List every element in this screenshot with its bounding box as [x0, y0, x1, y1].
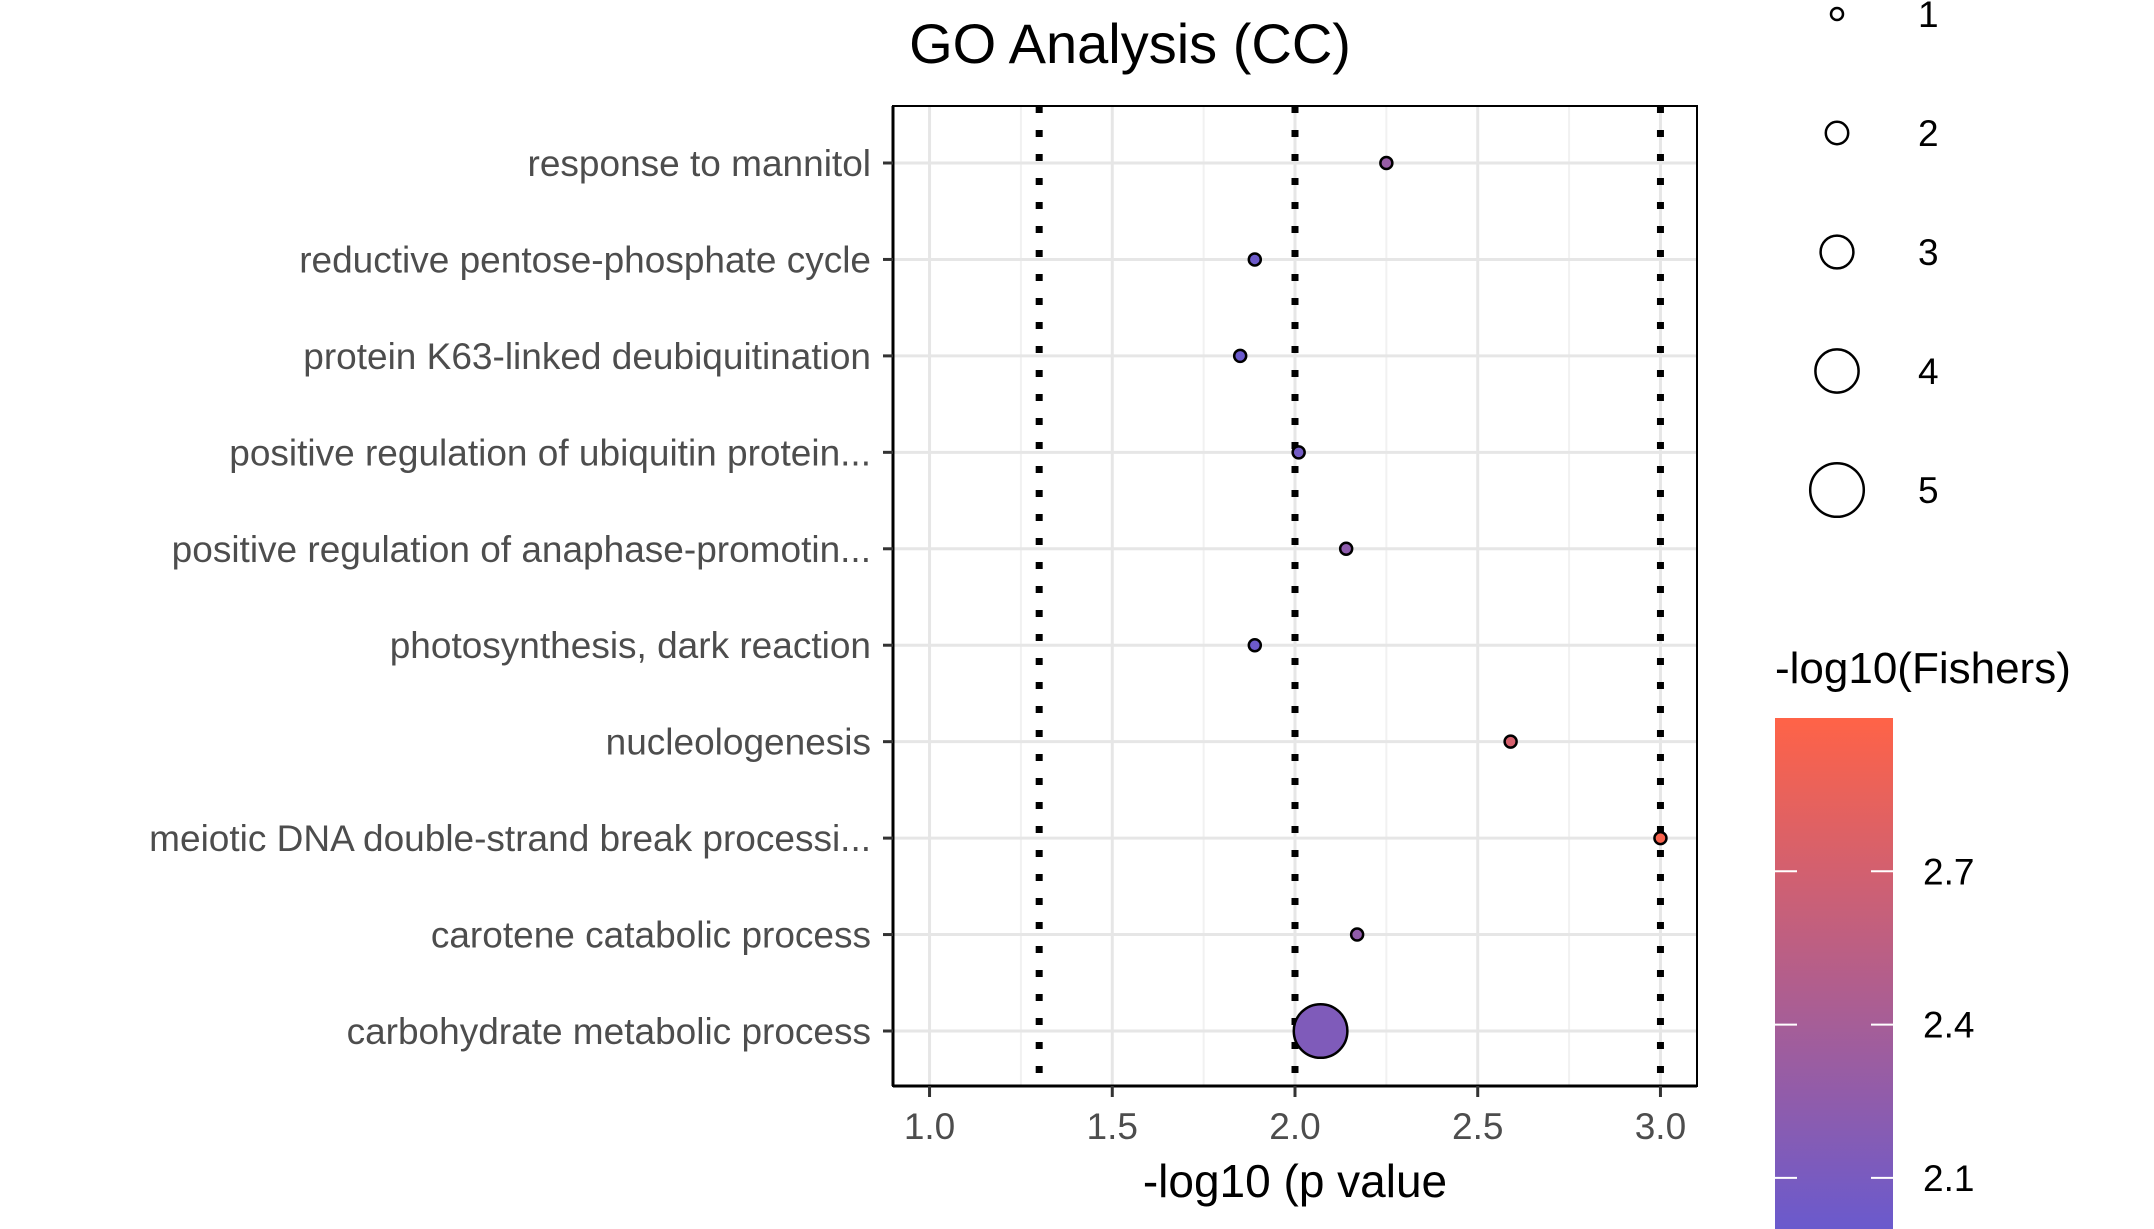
color-bar	[1775, 718, 1893, 1229]
x-axis-ticks: 1.0 1.5 2.0 2.5 3.0	[904, 1086, 1686, 1147]
data-point	[1247, 637, 1263, 653]
y-tick-label: photosynthesis, dark reaction	[390, 625, 871, 666]
data-point	[1338, 541, 1354, 557]
data-points	[1232, 155, 1668, 1060]
y-tick-label: protein K63-linked deubiquitination	[303, 336, 871, 377]
y-tick-label: carotene catabolic process	[431, 915, 871, 956]
x-tick-label: 3.0	[1635, 1106, 1686, 1147]
color-legend: -log10(Fishers) 2.1 2.4 2.7	[1775, 644, 2071, 1229]
color-bar-tick-label: 2.1	[1923, 1158, 1974, 1199]
y-tick-label: response to mannitol	[528, 143, 871, 184]
color-bar-ticks: 2.1 2.4 2.7	[1775, 851, 1974, 1199]
size-legend-key	[1829, 6, 1845, 22]
chart-title: GO Analysis (CC)	[909, 12, 1351, 75]
x-tick-label: 2.0	[1269, 1106, 1320, 1147]
color-bar-tick-label: 2.4	[1923, 1005, 1974, 1046]
size-legend-key	[1814, 348, 1860, 394]
x-tick-label: 2.5	[1452, 1106, 1503, 1147]
x-tick-label: 1.0	[904, 1106, 955, 1147]
y-tick-label: positive regulation of anaphase-promotin…	[172, 529, 871, 570]
y-tick-label: meiotic DNA double-strand break processi…	[149, 818, 871, 859]
size-legend-label: 3	[1918, 232, 1939, 273]
data-point	[1349, 927, 1365, 942]
data-point	[1503, 734, 1518, 749]
y-tick-label: nucleologenesis	[606, 722, 871, 763]
y-axis-labels: response to mannitol reductive pentose-ph…	[149, 143, 893, 1052]
reference-lines	[1035, 106, 1664, 1086]
size-legend-label: 1	[1918, 0, 1939, 35]
size-legend-label: 2	[1918, 113, 1939, 154]
size-legend-key	[1808, 461, 1866, 519]
data-point	[1379, 155, 1394, 171]
size-legend-label: 5	[1918, 470, 1939, 511]
x-tick-label: 1.5	[1087, 1106, 1138, 1147]
data-point	[1247, 252, 1263, 267]
minor-gridlines	[1019, 106, 1571, 1086]
data-point	[1292, 1002, 1349, 1060]
plot-panel	[891, 105, 1698, 1088]
data-point	[1653, 830, 1668, 846]
x-axis-title: -log10 (p value	[1143, 1155, 1447, 1207]
size-legend: 1 2 3 4 5	[1808, 0, 1939, 519]
size-legend-key	[1824, 120, 1850, 146]
data-point	[1291, 445, 1306, 460]
y-tick-label: reductive pentose-phosphate cycle	[299, 239, 871, 280]
data-point	[1232, 348, 1248, 364]
color-legend-title: -log10(Fishers)	[1775, 644, 2071, 693]
y-tick-label: positive regulation of ubiquitin protein…	[229, 432, 871, 473]
major-gridlines	[893, 106, 1697, 1086]
size-legend-key	[1819, 234, 1855, 270]
color-bar-tick-label: 2.7	[1923, 851, 1974, 892]
size-legend-label: 4	[1918, 351, 1939, 392]
y-tick-label: carbohydrate metabolic process	[347, 1011, 871, 1052]
